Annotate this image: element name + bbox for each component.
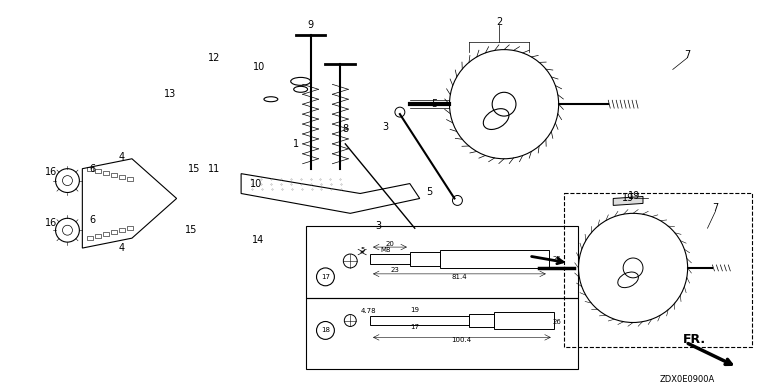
Text: 5: 5 (432, 99, 438, 109)
Text: 18: 18 (321, 328, 330, 333)
Text: 25: 25 (552, 256, 561, 262)
Text: 3: 3 (375, 221, 381, 231)
Bar (494, 311, 554, 329)
Text: 15: 15 (188, 164, 200, 174)
Text: 15: 15 (185, 225, 197, 235)
Bar (119, 175, 125, 179)
Text: 5: 5 (426, 187, 433, 197)
Bar (306, 298, 578, 369)
Bar (103, 170, 109, 175)
Text: 19: 19 (622, 194, 634, 204)
Bar (103, 232, 109, 236)
Text: 9: 9 (307, 20, 313, 30)
Bar (439, 250, 548, 268)
Text: 7: 7 (684, 50, 690, 60)
Text: 8: 8 (343, 124, 349, 134)
Text: 19: 19 (628, 192, 641, 202)
Text: 14: 14 (252, 235, 264, 245)
Bar (88, 236, 93, 240)
Text: 100.4: 100.4 (452, 338, 472, 343)
Bar (95, 169, 101, 173)
Text: ZDX0E0900A: ZDX0E0900A (660, 374, 715, 384)
Bar (564, 194, 752, 347)
Bar (88, 167, 93, 170)
Text: 6: 6 (89, 164, 95, 174)
Text: M8: M8 (380, 247, 391, 253)
Text: 17: 17 (321, 274, 330, 280)
Bar (370, 254, 410, 264)
Text: 3: 3 (382, 122, 388, 132)
Bar (111, 173, 117, 177)
Polygon shape (613, 197, 643, 205)
Text: 6: 6 (89, 215, 95, 225)
Text: 17: 17 (410, 324, 419, 331)
Bar (111, 230, 117, 234)
Text: 5: 5 (360, 247, 364, 253)
Text: 23: 23 (390, 267, 399, 273)
Text: FR.: FR. (683, 333, 706, 346)
Text: 1: 1 (293, 139, 299, 149)
Text: 26: 26 (552, 319, 561, 326)
Text: 20: 20 (386, 241, 395, 247)
Text: 2: 2 (496, 17, 502, 27)
Text: 81.4: 81.4 (452, 274, 467, 280)
Bar (95, 234, 101, 238)
Bar (119, 228, 125, 232)
Text: 16: 16 (45, 167, 57, 177)
Text: 4.78: 4.78 (360, 308, 376, 314)
Text: 11: 11 (208, 164, 220, 174)
Text: 10: 10 (250, 179, 262, 189)
Bar (127, 177, 133, 180)
Text: 13: 13 (164, 89, 176, 99)
Bar (410, 252, 439, 266)
Text: 16: 16 (45, 218, 57, 228)
Text: 12: 12 (208, 53, 220, 63)
Bar (127, 226, 133, 230)
Text: 19: 19 (410, 306, 419, 313)
Bar (306, 226, 578, 298)
Text: 4: 4 (119, 152, 125, 162)
Text: 10: 10 (253, 63, 265, 73)
Text: 7: 7 (712, 204, 719, 214)
Bar (469, 314, 494, 328)
Text: 4: 4 (119, 243, 125, 253)
Bar (370, 316, 469, 326)
